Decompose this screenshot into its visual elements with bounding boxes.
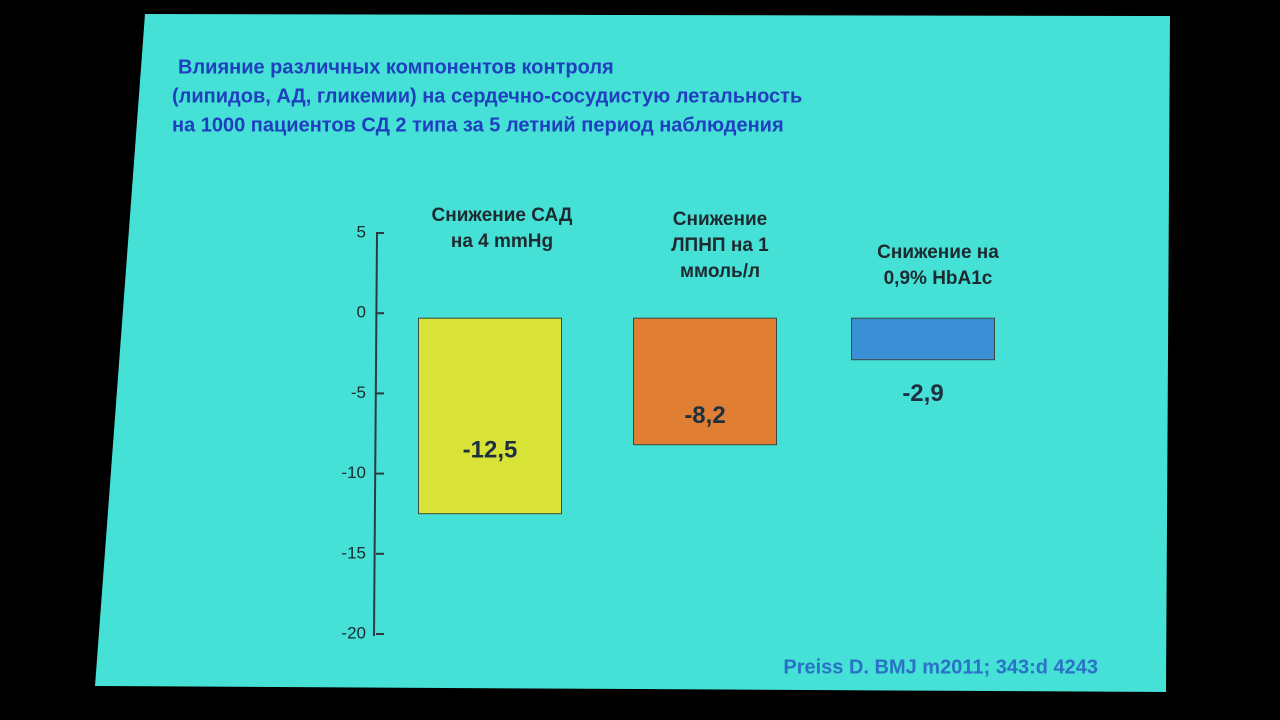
- value-label: -12,5: [463, 436, 518, 463]
- y-tick-label: -15: [341, 543, 366, 562]
- bar: [418, 317, 562, 515]
- y-tick-label: 0: [357, 303, 366, 322]
- bar: [633, 317, 777, 446]
- bar: [851, 317, 995, 361]
- slide: [95, 14, 1170, 692]
- value-label: -2,9: [902, 380, 943, 407]
- y-tick-label: -20: [341, 623, 366, 642]
- value-label: -8,2: [684, 402, 725, 429]
- category-label: Снижение САД на 4 mmHg: [431, 205, 573, 252]
- category-label: Снижение на 0,9% HbA1c: [877, 242, 999, 289]
- chart-title: Влияние различных компонентов контроля: [178, 56, 614, 78]
- source: Preiss D. BMJ m2011; 343:d 4243: [783, 656, 1098, 678]
- category-label: Снижение ЛПНП на 1 ммоль/л: [671, 209, 769, 282]
- chart-title: на 1000 пациентов СД 2 типа за 5 летний …: [172, 114, 784, 136]
- chart-title: (липидов, АД, гликемии) на сердечно-сосу…: [172, 85, 802, 107]
- y-tick-label: -5: [351, 383, 366, 402]
- y-axis: [373, 232, 378, 637]
- y-tick-label: 5: [357, 222, 366, 241]
- y-tick-label: -10: [341, 463, 366, 482]
